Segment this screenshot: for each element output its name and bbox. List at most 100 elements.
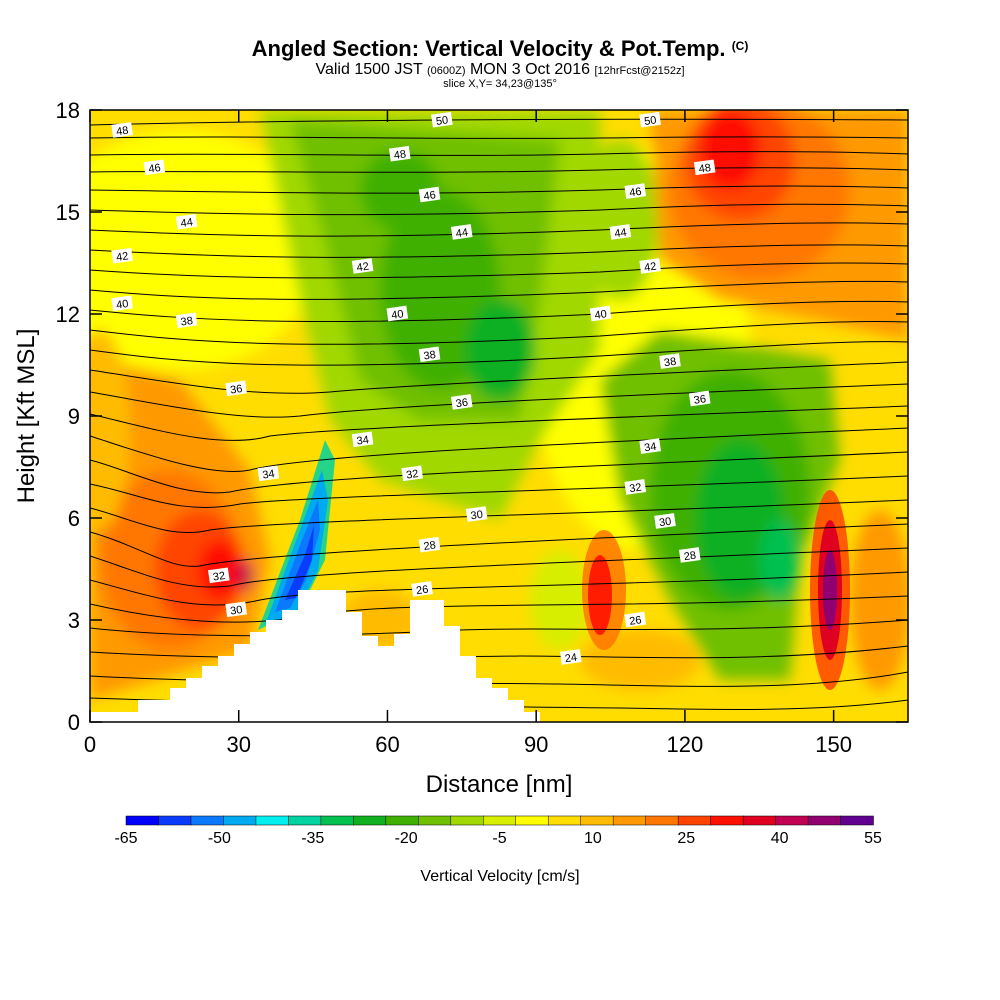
isentrope-label-text: 40: [594, 308, 608, 322]
isentrope-label: 28: [678, 547, 701, 564]
y-tick-label: 9: [68, 404, 80, 429]
isentrope-label-text: 38: [663, 356, 677, 370]
y-tick-label: 0: [68, 710, 80, 735]
isentrope-label-text: 40: [115, 298, 129, 312]
isentrope-label-text: 44: [614, 227, 628, 241]
colorbar-tick-label: -20: [395, 830, 418, 847]
isentrope-label-box: [111, 295, 133, 312]
colorbar-label: Vertical Velocity [cm/s]: [420, 868, 579, 885]
colorbar-swatch: [515, 815, 549, 826]
isentrope-label-box: [560, 649, 582, 665]
isentrope-label-text: 34: [262, 468, 276, 482]
colorbar-tick-label: -5: [492, 830, 506, 847]
isentrope-label-box: [175, 312, 198, 329]
terrain: [90, 590, 540, 722]
slice-info: slice X,Y= 34,23@135°: [443, 78, 557, 90]
isentrope-label: 24: [560, 649, 582, 666]
colorbar-swatch: [385, 815, 420, 826]
isentrope-label-box: [208, 567, 230, 584]
isentrope-label-text: 42: [115, 250, 129, 264]
colorbar-tick-label: 55: [864, 830, 882, 847]
isentrope-label-box: [624, 479, 647, 495]
isentrope-label: 44: [175, 213, 198, 230]
isentrope-label-box: [143, 159, 166, 176]
colorbar-swatch: [450, 815, 485, 826]
isentrope-label-box: [688, 390, 711, 407]
x-tick-label: 0: [84, 732, 96, 757]
isentrope-label-box: [225, 380, 247, 397]
chart-title: Angled Section: Vertical Velocity & Pot.…: [0, 36, 1000, 62]
chart-subtitle: Valid 1500 JST (0600Z) MON 3 Oct 2016 [1…: [0, 61, 1000, 79]
isentrope-label-text: 48: [115, 125, 129, 139]
isentrope-label-text: 36: [229, 383, 243, 397]
colorbar-swatch: [483, 815, 517, 826]
isentrope-label-box: [401, 465, 423, 482]
isentrope-label: 34: [257, 465, 280, 482]
isentrope-label-text: 32: [405, 468, 419, 482]
isentrope-label-text: 46: [423, 189, 437, 203]
isentrope-label-box: [111, 247, 133, 264]
valid-date: MON 3 Oct 2016: [469, 61, 590, 78]
isentrope-label: 46: [143, 159, 166, 176]
colorbar-swatch: [742, 815, 777, 826]
x-tick-label: 60: [375, 732, 399, 757]
isentrope-label: 40: [111, 295, 133, 312]
isentrope-label-text: 26: [629, 614, 643, 628]
isentrope-label-text: 28: [683, 550, 697, 564]
x-tick-label: 120: [667, 732, 704, 757]
isentrope-label-box: [659, 353, 681, 369]
isentrope-label-box: [654, 513, 676, 529]
isentrope-label: 28: [418, 536, 441, 553]
isentrope-label-text: 34: [356, 434, 370, 448]
colorbar-swatch: [190, 815, 225, 826]
isentrope-label-text: 44: [180, 216, 194, 230]
isentrope-label-box: [450, 394, 473, 410]
isentrope-label: 32: [401, 465, 423, 482]
isentrope-label-text: 48: [393, 148, 407, 162]
isentrope-label: 38: [659, 353, 681, 370]
colorbar-tick-label: 10: [584, 830, 602, 847]
isentrope-label: 26: [624, 611, 647, 628]
y-tick-label: 18: [56, 98, 80, 123]
isentrope-label-box: [693, 159, 716, 176]
chart-title-text: Angled Section: Vertical Velocity & Pot.…: [251, 36, 726, 61]
colorbar-swatch: [223, 815, 257, 826]
isentrope-label-box: [111, 122, 133, 138]
isentrope-label: 30: [225, 601, 247, 618]
colorbar-tick-label: 40: [771, 830, 789, 847]
isentrope-label-text: 24: [564, 652, 578, 666]
isentrope-label: 34: [351, 431, 374, 448]
isentrope-label-text: 30: [470, 509, 484, 523]
isentrope-label-box: [431, 111, 453, 128]
y-tick-label: 6: [68, 506, 80, 531]
isentrope-label: 42: [111, 247, 133, 264]
isentrope-label-box: [639, 111, 661, 128]
isentrope-label: 30: [465, 506, 488, 523]
isentrope-label-box: [609, 224, 632, 240]
isentrope-label: 48: [111, 122, 133, 139]
colorbar-swatch: [580, 815, 614, 826]
isentrope-label-box: [450, 224, 473, 240]
colorbar-swatch: [807, 815, 842, 826]
isentrope-label: 32: [208, 567, 230, 584]
velocity-field: 48 46 44 42 40 38 36 34 32 30 50 48 46 44 42 40 38 36 34 32…: [90, 110, 908, 722]
colorbar-swatch: [840, 815, 874, 826]
isentrope-label-text: 42: [356, 261, 370, 275]
isentrope-label-text: 26: [415, 584, 429, 598]
isentrope-label-box: [589, 305, 612, 322]
isentrope-label-text: 48: [698, 162, 712, 176]
isentrope-label: 38: [175, 312, 198, 329]
colorbar-swatch: [710, 815, 744, 826]
isentrope-label: 46: [418, 186, 441, 203]
isentrope-label-text: 38: [423, 349, 437, 363]
isentrope-label: 36: [450, 394, 473, 410]
colorbar-tick-label: -65: [114, 830, 137, 847]
isentrope-label-text: 30: [658, 516, 672, 530]
isentrope-label: 26: [411, 581, 433, 598]
isentrope-label: 40: [589, 305, 612, 322]
isentrope-label-box: [351, 431, 374, 448]
isentrope-label-box: [257, 465, 280, 482]
isentrope-label-text: 32: [212, 570, 226, 584]
isentrope-label-text: 34: [643, 441, 657, 455]
valid-utc: (0600Z): [426, 65, 466, 77]
